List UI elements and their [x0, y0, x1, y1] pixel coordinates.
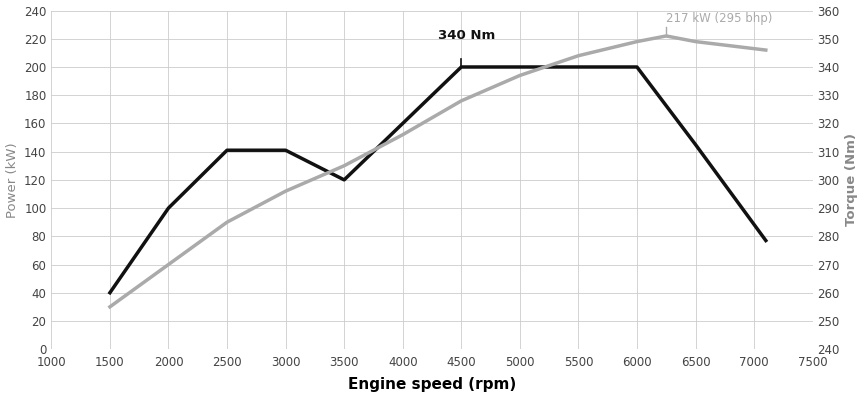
Text: 340 Nm: 340 Nm: [438, 29, 495, 42]
Text: 217 kW (295 bhp): 217 kW (295 bhp): [666, 12, 772, 25]
Y-axis label: Power (kW): Power (kW): [5, 142, 18, 218]
Y-axis label: Torque (Nm): Torque (Nm): [846, 133, 859, 226]
X-axis label: Engine speed (rpm): Engine speed (rpm): [348, 377, 516, 392]
